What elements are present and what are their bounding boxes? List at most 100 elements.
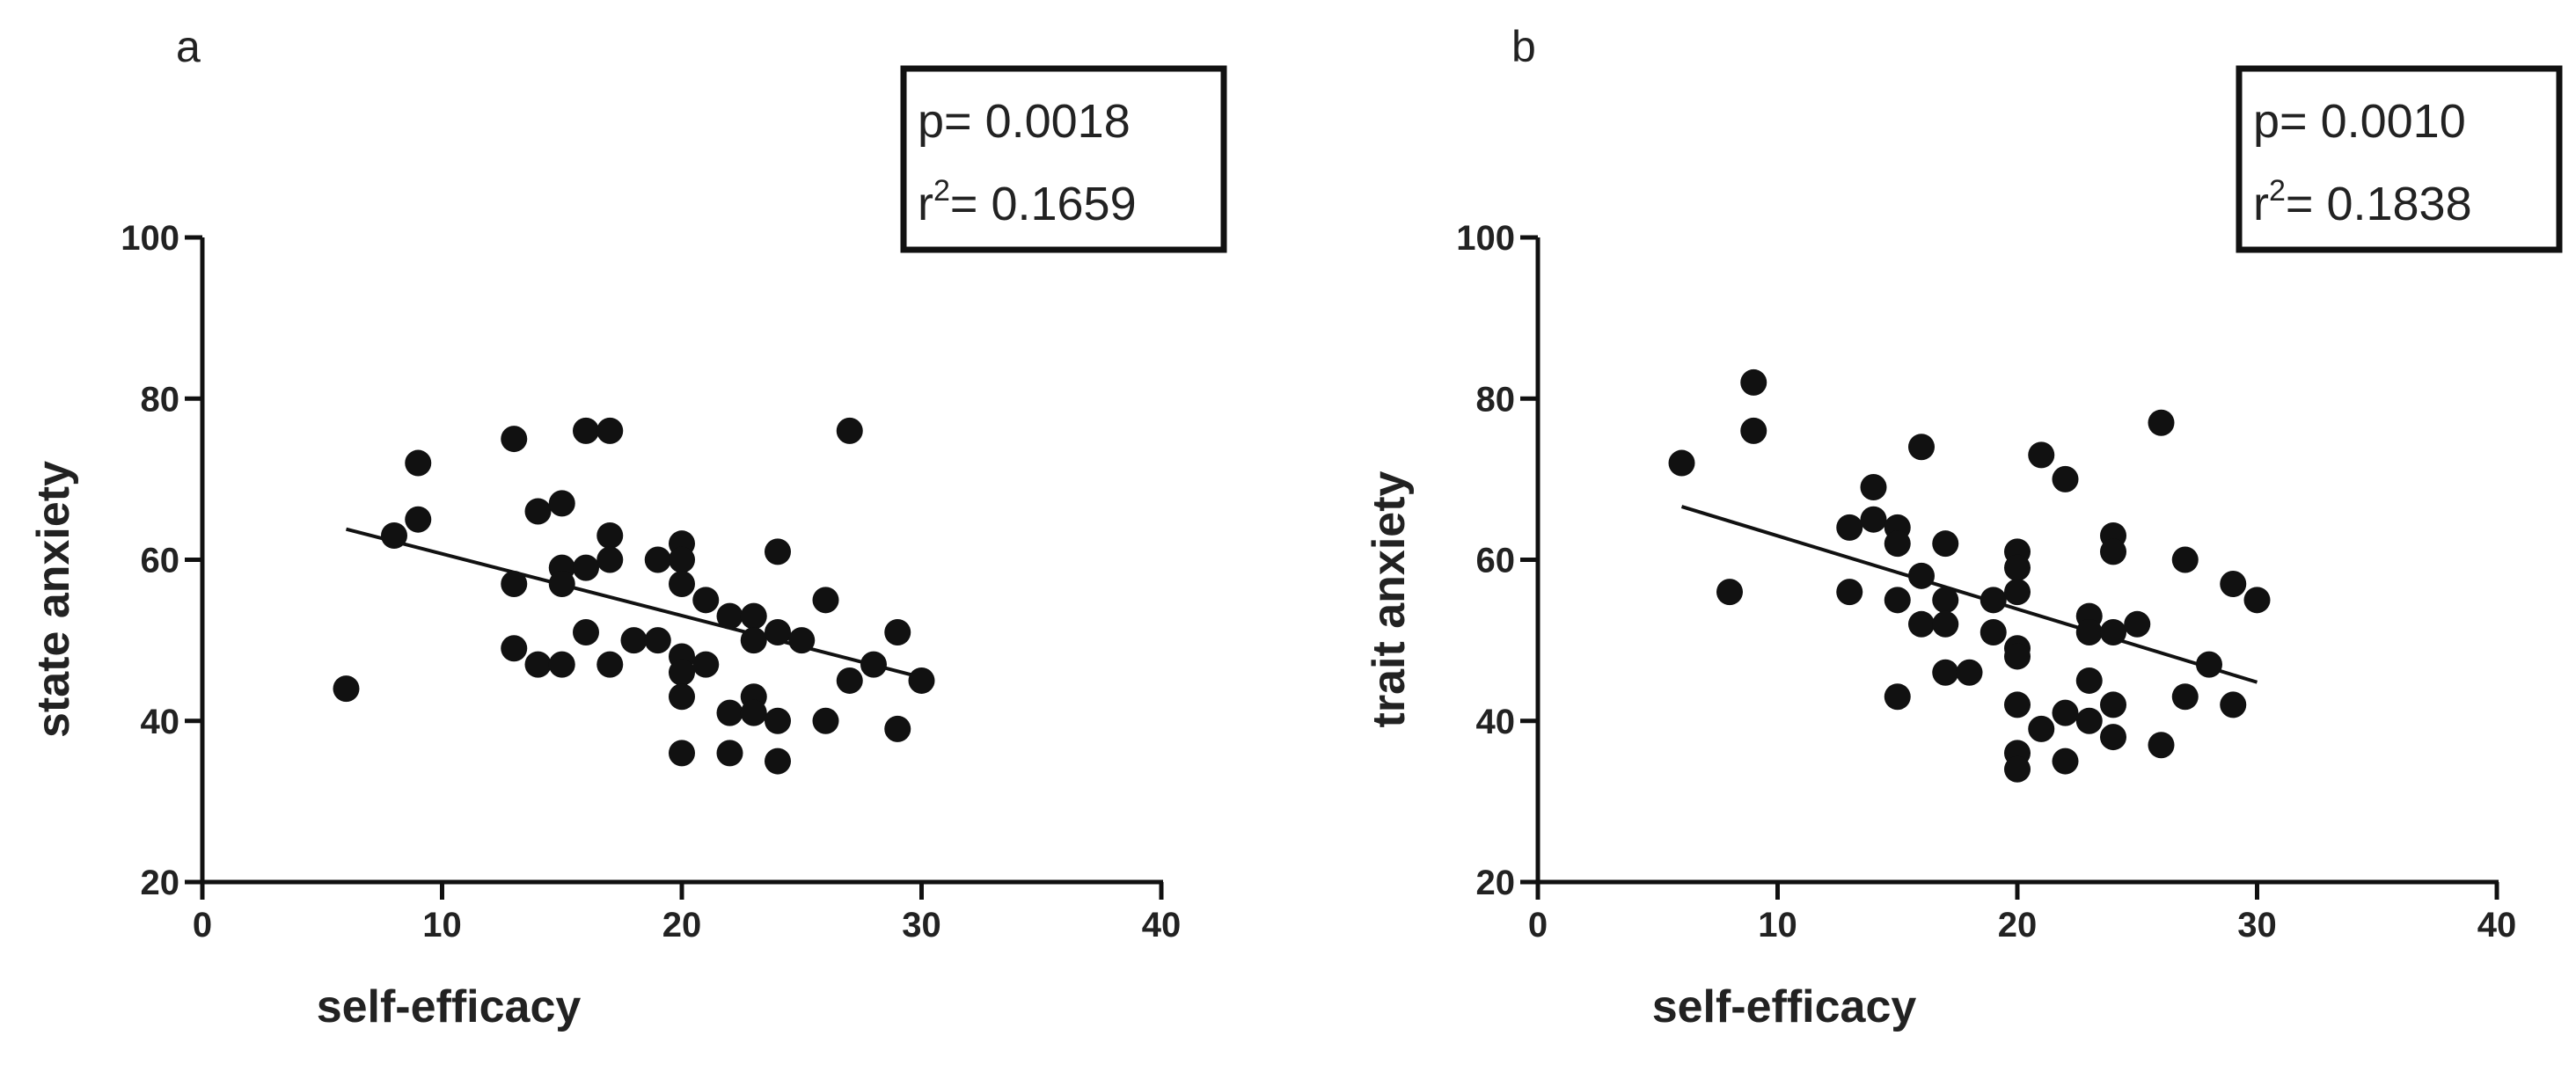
data-point bbox=[596, 651, 624, 678]
data-point bbox=[765, 707, 791, 734]
data-point bbox=[765, 618, 791, 645]
data-point bbox=[573, 618, 599, 645]
data-point bbox=[1884, 683, 1911, 711]
data-point bbox=[1884, 587, 1911, 614]
data-point bbox=[2052, 465, 2079, 492]
data-point bbox=[836, 417, 863, 444]
stats-box: p= 0.0010 r2= 0.1838 bbox=[2236, 65, 2563, 253]
data-point bbox=[1836, 579, 1863, 606]
data-point bbox=[501, 635, 528, 662]
data-point bbox=[2004, 691, 2031, 718]
data-point bbox=[2171, 546, 2199, 573]
y-axis-label: state anxiety bbox=[28, 461, 79, 738]
r-squared-text: r2= 0.1838 bbox=[2253, 174, 2472, 230]
data-point bbox=[405, 506, 432, 533]
panel-b: b 20 40 60 80 100 0 10 20 30 40 self-efficacy trait … bbox=[1364, 22, 2563, 1032]
data-point bbox=[812, 707, 839, 734]
data-point bbox=[2004, 643, 2031, 670]
data-point bbox=[908, 667, 935, 694]
y-tick-label: 100 bbox=[121, 219, 179, 258]
data-point bbox=[669, 659, 695, 686]
data-point bbox=[692, 587, 720, 614]
data-point bbox=[573, 554, 599, 581]
stats-box: p= 0.0018 r2= 0.1659 bbox=[900, 65, 1227, 253]
data-point bbox=[716, 699, 743, 726]
data-point bbox=[669, 546, 695, 573]
r-squared-prefix: r bbox=[918, 178, 933, 230]
x-tick-label: 20 bbox=[1998, 906, 2038, 944]
data-point bbox=[1932, 587, 1959, 614]
x-tick-label: 40 bbox=[2477, 906, 2517, 944]
r-squared-superscript: 2 bbox=[2269, 174, 2286, 208]
p-value-text: p= 0.0018 bbox=[918, 95, 1131, 148]
panel-a: a 20 40 60 80 100 0 10 20 30 40 self-efficacy state … bbox=[28, 22, 1227, 1032]
data-point bbox=[1908, 434, 1935, 461]
data-point bbox=[1836, 514, 1863, 541]
x-tick-label: 10 bbox=[1758, 906, 1797, 944]
data-point bbox=[740, 699, 767, 726]
data-point bbox=[2028, 715, 2055, 742]
data-point bbox=[669, 740, 695, 767]
data-point bbox=[2124, 610, 2151, 638]
x-axis-label: self-efficacy bbox=[317, 981, 582, 1032]
data-point bbox=[692, 651, 720, 678]
data-point bbox=[2100, 538, 2126, 565]
data-point bbox=[1956, 659, 1983, 686]
data-point bbox=[2028, 441, 2055, 469]
data-point bbox=[501, 570, 528, 597]
data-point bbox=[1932, 530, 1959, 558]
data-point bbox=[765, 538, 791, 565]
data-point bbox=[860, 651, 887, 678]
y-tick-label: 60 bbox=[141, 542, 180, 580]
data-point bbox=[2075, 707, 2103, 734]
data-point bbox=[524, 651, 552, 678]
data-point bbox=[2004, 579, 2031, 606]
data-point bbox=[2075, 618, 2103, 645]
y-tick-label: 40 bbox=[1476, 703, 1516, 741]
panel-letter: a bbox=[176, 22, 201, 71]
y-tick-label: 40 bbox=[141, 703, 180, 741]
y-tick-label: 20 bbox=[1476, 864, 1516, 902]
data-point bbox=[1740, 417, 1767, 444]
x-tick-label: 30 bbox=[902, 906, 941, 944]
data-point bbox=[1932, 610, 1959, 638]
data-point bbox=[1932, 659, 1959, 686]
data-point bbox=[644, 627, 671, 654]
regression-line bbox=[346, 527, 922, 680]
r-squared-text: r2= 0.1659 bbox=[918, 174, 1137, 230]
data-point bbox=[2100, 618, 2126, 645]
data-point bbox=[333, 675, 360, 703]
data-point bbox=[2220, 691, 2247, 718]
data-point bbox=[573, 417, 599, 444]
data-point bbox=[1980, 618, 2007, 645]
data-point bbox=[596, 417, 624, 444]
data-point bbox=[2004, 554, 2031, 581]
data-point bbox=[740, 627, 767, 654]
data-point bbox=[2004, 755, 2031, 783]
y-tick-label: 80 bbox=[141, 380, 180, 419]
data-point bbox=[669, 570, 695, 597]
data-point bbox=[836, 667, 863, 694]
data-point bbox=[788, 627, 816, 654]
r-squared-superscript: 2 bbox=[933, 174, 950, 208]
data-point bbox=[620, 627, 648, 654]
y-axis-label: trait anxiety bbox=[1364, 470, 1415, 727]
data-point bbox=[2148, 732, 2175, 759]
panel-letter: b bbox=[1511, 22, 1536, 71]
x-tick-label: 40 bbox=[1142, 906, 1182, 944]
data-point bbox=[1860, 474, 1887, 501]
data-point bbox=[2243, 587, 2271, 614]
data-point bbox=[2196, 651, 2222, 678]
data-point bbox=[1884, 530, 1911, 558]
data-point bbox=[765, 747, 791, 775]
data-point bbox=[740, 602, 767, 630]
r-squared-value: = 0.1838 bbox=[2286, 178, 2472, 230]
y-tick-label: 20 bbox=[141, 864, 180, 902]
r-squared-prefix: r bbox=[2253, 178, 2269, 230]
x-tick-label: 20 bbox=[662, 906, 702, 944]
data-point bbox=[2148, 409, 2175, 436]
x-tick-label: 30 bbox=[2237, 906, 2277, 944]
data-point bbox=[381, 522, 407, 550]
